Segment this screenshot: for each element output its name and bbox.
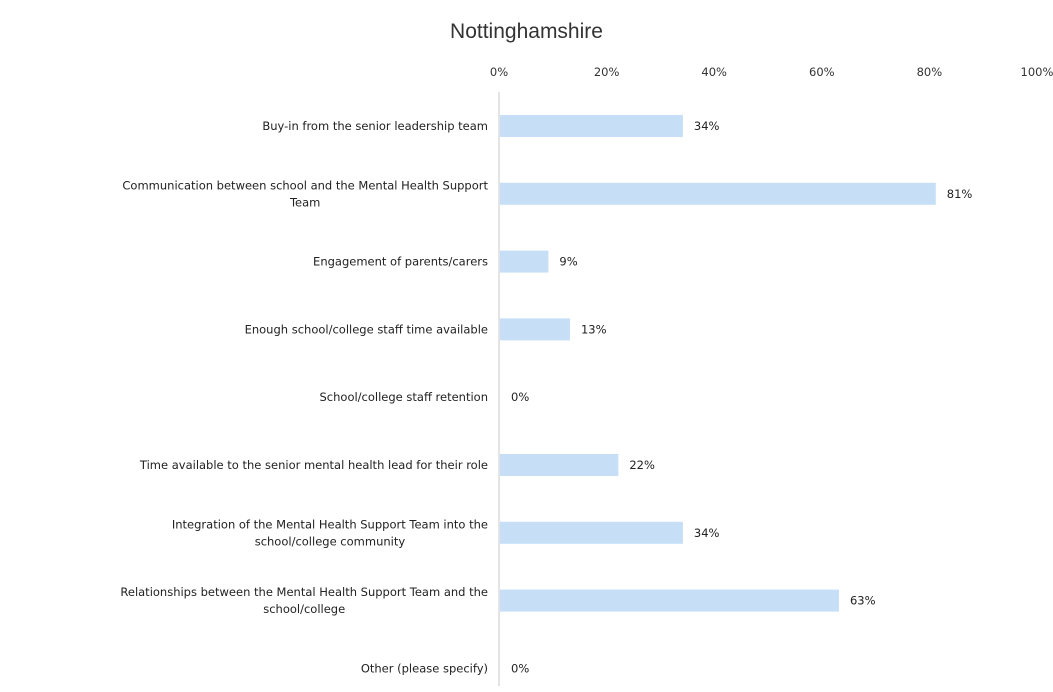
bars	[500, 115, 936, 612]
category-label: Time available to the senior mental heal…	[139, 458, 488, 472]
data-label: 81%	[947, 187, 973, 201]
category-label: school/college community	[255, 534, 406, 548]
category-labels: Buy-in from the senior leadership team Co…	[120, 119, 488, 675]
data-label: 63%	[850, 594, 876, 608]
bar	[500, 521, 683, 544]
bar	[500, 318, 570, 341]
x-tick-label: 0%	[490, 65, 508, 79]
bar	[500, 182, 936, 205]
category-label: Engagement of parents/carers	[313, 255, 488, 269]
data-label: 34%	[694, 119, 720, 133]
category-label: School/college staff retention	[320, 390, 489, 404]
category-label: Enough school/college staff time availab…	[245, 322, 488, 336]
x-tick-label: 20%	[594, 65, 620, 79]
data-label: 22%	[629, 458, 655, 472]
x-tick-label: 100%	[1021, 65, 1053, 79]
x-tick-label: 80%	[917, 65, 943, 79]
bar	[500, 250, 549, 273]
data-label: 9%	[559, 255, 577, 269]
category-label: Team	[289, 195, 320, 209]
x-tick-label: 60%	[809, 65, 835, 79]
bar	[500, 589, 839, 612]
bar	[500, 454, 619, 476]
data-label: 0%	[511, 390, 529, 404]
x-tick-label: 40%	[701, 65, 727, 79]
x-axis-ticks: 0% 20% 40% 60% 80% 100%	[490, 65, 1053, 79]
chart-title: Nottinghamshire	[450, 20, 603, 43]
category-label: Relationships between the Mental Health …	[120, 585, 488, 599]
category-label: Integration of the Mental Health Support…	[172, 517, 488, 531]
category-label: Communication between school and the Men…	[122, 178, 488, 192]
category-label: Other (please specify)	[361, 661, 488, 675]
category-label: school/college	[263, 602, 345, 616]
data-label: 0%	[511, 661, 529, 675]
data-label: 34%	[694, 526, 720, 540]
data-labels: 34% 81% 9% 13% 0% 22% 34% 63% 0%	[511, 119, 972, 675]
category-label: Buy-in from the senior leadership team	[262, 119, 488, 133]
data-label: 13%	[581, 322, 607, 336]
bar	[500, 115, 683, 137]
